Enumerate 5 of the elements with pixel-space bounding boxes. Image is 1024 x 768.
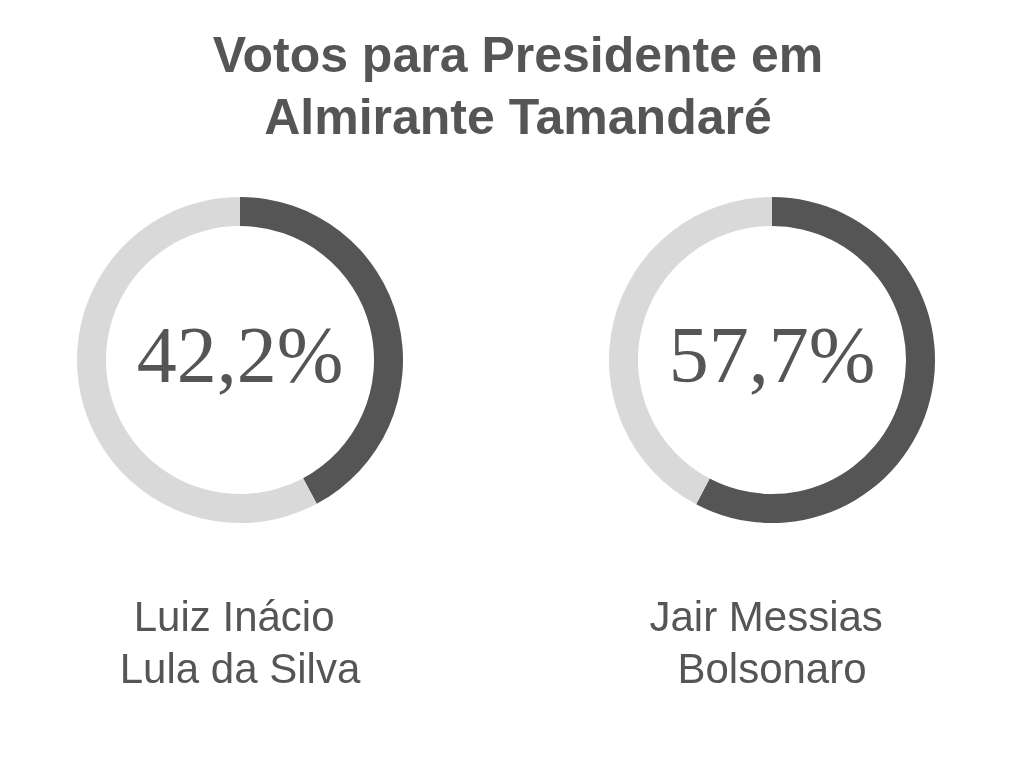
text: Votos para Presidente em Almirante Tamandaré [211,26,825,147]
text: Luiz Inácio Lula da Silva [119,592,361,692]
text: 57,7% [668,311,876,399]
text: Jair Messias Bolsonaro [649,592,895,692]
text: 42,2% [136,311,344,399]
